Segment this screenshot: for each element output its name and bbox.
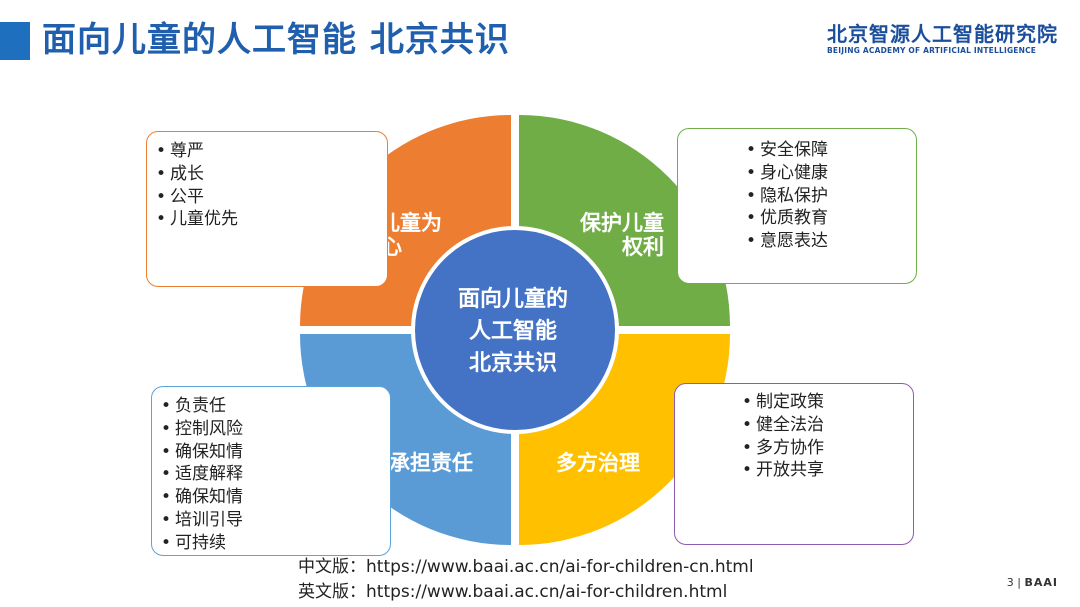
quadrant-bottom-left-label: 承担责任 — [389, 451, 473, 475]
bullet-item: 控制风险 — [161, 418, 390, 441]
bullet-item: 优质教育 — [746, 207, 916, 230]
bullet-item: 公平 — [156, 186, 387, 209]
bullet-item: 意愿表达 — [746, 230, 916, 253]
quadrant-top-right-label-1: 保护儿童 — [579, 211, 664, 235]
title-accent-bar — [0, 22, 30, 60]
bullet-item: 确保知情 — [161, 441, 390, 464]
bullet-item: 身心健康 — [746, 162, 916, 185]
bullet-item: 成长 — [156, 163, 387, 186]
quadrant-bottom-right-label: 多方治理 — [556, 451, 640, 475]
quadrant-top-right-label-2: 权利 — [621, 235, 664, 259]
bullet-item: 制定政策 — [742, 391, 913, 414]
bullet-item: 尊严 — [156, 140, 387, 163]
english-version-url[interactable]: https://www.baai.ac.cn/ai-for-children.h… — [366, 582, 728, 602]
bullet-item: 确保知情 — [161, 486, 390, 509]
chinese-version-label: 中文版： — [298, 557, 366, 577]
box-responsibility: 负责任控制风险确保知情适度解释确保知情培训引导可持续 — [151, 386, 391, 556]
logo-chinese-name: 北京智源人工智能研究院 — [827, 22, 1058, 46]
chinese-version-url[interactable]: https://www.baai.ac.cn/ai-for-children-c… — [366, 557, 754, 577]
english-version-label: 英文版： — [298, 582, 366, 602]
box-child-centered: 尊严成长公平儿童优先 — [146, 131, 388, 287]
bullet-list: 安全保障身心健康隐私保护优质教育意愿表达 — [746, 139, 916, 253]
bullet-item: 隐私保护 — [746, 185, 916, 208]
page-number-value: 3 — [1006, 576, 1014, 589]
bullet-list: 制定政策健全法治多方协作开放共享 — [742, 391, 913, 482]
bullet-item: 培训引导 — [161, 509, 390, 532]
center-label-line-3: 北京共识 — [469, 350, 557, 376]
center-circle — [411, 226, 619, 434]
bullet-item: 多方协作 — [742, 437, 913, 460]
bullet-item: 开放共享 — [742, 459, 913, 482]
box-governance: 制定政策健全法治多方协作开放共享 — [674, 383, 914, 545]
bullet-list: 负责任控制风险确保知情适度解释确保知情培训引导可持续 — [161, 395, 390, 555]
bullet-item: 儿童优先 — [156, 208, 387, 231]
bullet-item: 适度解释 — [161, 463, 390, 486]
slide-title: 面向儿童的人工智能 北京共识 — [42, 20, 510, 60]
center-label-line-2: 人工智能 — [469, 318, 557, 344]
url-footer: 中文版：https://www.baai.ac.cn/ai-for-childr… — [298, 555, 754, 605]
bullet-item: 负责任 — [161, 395, 390, 418]
baai-logo: 北京智源人工智能研究院 BEIJING ACADEMY OF ARTIFICIA… — [827, 22, 1058, 56]
chinese-version-line: 中文版：https://www.baai.ac.cn/ai-for-childr… — [298, 555, 754, 580]
page-number: 3 | BAAI — [1006, 576, 1058, 589]
logo-english-name: BEIJING ACADEMY OF ARTIFICIAL INTELLIGEN… — [827, 46, 1037, 55]
center-label-line-1: 面向儿童的 — [458, 286, 568, 312]
box-child-rights: 安全保障身心健康隐私保护优质教育意愿表达 — [677, 128, 917, 284]
bullet-item: 安全保障 — [746, 139, 916, 162]
english-version-line: 英文版：https://www.baai.ac.cn/ai-for-childr… — [298, 580, 754, 605]
bullet-item: 可持续 — [161, 532, 390, 555]
bullet-list: 尊严成长公平儿童优先 — [156, 140, 387, 231]
page-brand: BAAI — [1024, 576, 1058, 589]
bullet-item: 健全法治 — [742, 414, 913, 437]
